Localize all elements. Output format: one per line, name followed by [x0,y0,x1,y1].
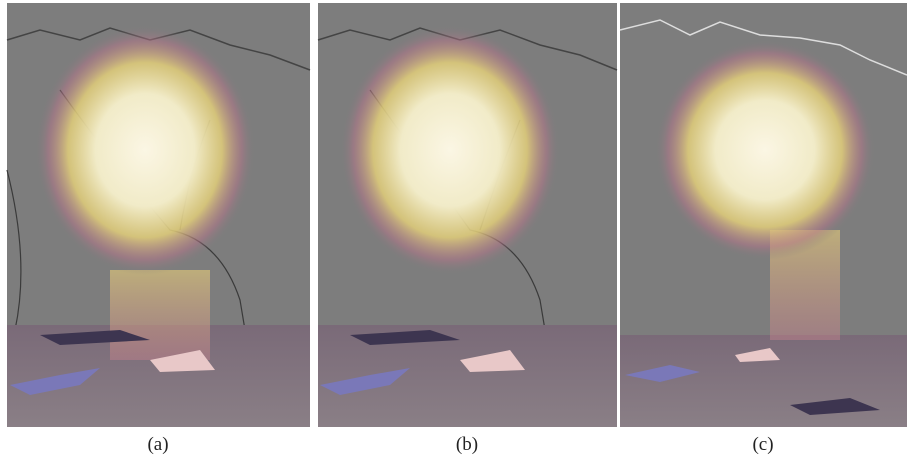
panel-a [7,3,310,427]
figure: (a) (b) (c) [0,0,907,464]
panel-b [318,3,617,427]
panels [0,0,907,464]
panel-c [620,3,907,427]
panel-label: (c) [723,434,803,456]
panel-label: (b) [427,434,507,456]
panel-label: (a) [118,434,198,456]
